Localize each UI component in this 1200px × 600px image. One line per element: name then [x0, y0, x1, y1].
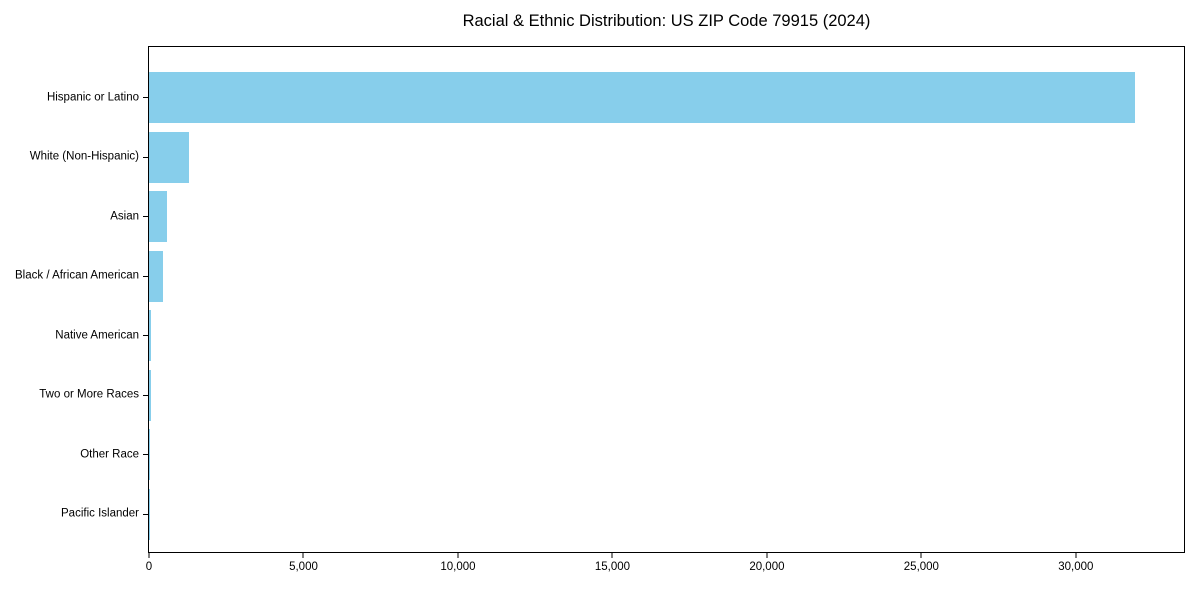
y-axis-tick — [143, 454, 148, 456]
y-axis-label: White (Non-Hispanic) — [29, 150, 139, 163]
x-axis-tick — [1075, 553, 1077, 558]
chart-title: Racial & Ethnic Distribution: US ZIP Cod… — [462, 12, 871, 30]
x-axis-tick-label: 20,000 — [749, 561, 785, 573]
y-axis-tick — [143, 97, 148, 99]
x-axis-tick-label: 15,000 — [594, 561, 631, 573]
x-axis-tick-label: 30,000 — [1058, 561, 1094, 573]
bar — [149, 369, 151, 421]
bar — [149, 191, 167, 243]
y-axis-label: Hispanic or Latino — [46, 91, 139, 103]
plot-area: Hispanic or Latino White (Non-Hispanic) As… — [15, 46, 1185, 573]
y-axis-tick — [143, 216, 148, 218]
y-axis-tick — [143, 513, 148, 515]
x-axis-tick — [148, 553, 150, 558]
bar — [149, 250, 163, 302]
x-axis-tick-label: 10,000 — [440, 561, 476, 573]
y-axis-tick — [143, 156, 148, 158]
x-axis-tick-label: 5,000 — [289, 561, 318, 573]
x-axis-tick — [302, 553, 304, 558]
y-axis-label: Pacific Islander — [61, 507, 139, 520]
y-axis-tick — [143, 335, 148, 337]
x-axis-tick-label: 0 — [145, 561, 153, 573]
bar — [149, 72, 1135, 124]
bar — [149, 429, 150, 481]
x-axis-tick — [920, 553, 922, 558]
x-axis-tick — [766, 553, 768, 558]
x-axis-tick — [611, 553, 613, 558]
bar — [149, 131, 190, 183]
x-axis-tick — [457, 553, 459, 558]
y-axis-tick — [143, 394, 148, 396]
y-axis-label: Black / African American — [15, 269, 139, 282]
x-axis-tick-label: 25,000 — [903, 561, 939, 573]
y-axis-label: Other Race — [80, 448, 139, 460]
y-axis-label: Native American — [55, 329, 139, 341]
y-axis-tick — [143, 275, 148, 277]
y-axis-label: Two or More Races — [39, 388, 139, 401]
bar — [149, 310, 151, 362]
y-axis-label: Asian — [110, 210, 139, 222]
